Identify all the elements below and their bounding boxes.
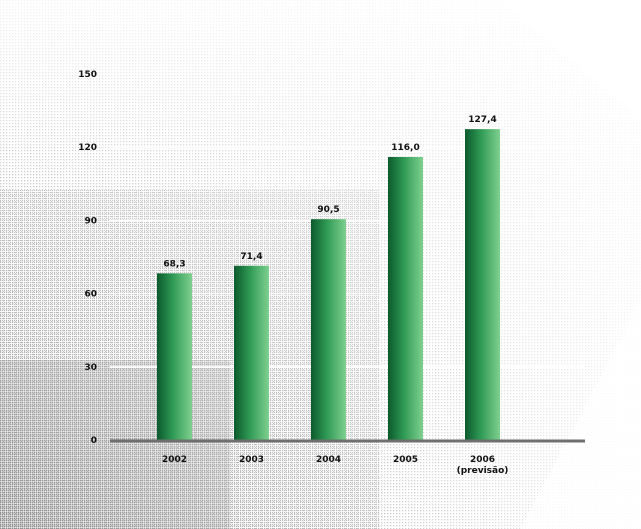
bars bbox=[157, 129, 500, 441]
y-tick-label: 150 bbox=[78, 70, 97, 80]
y-tick-label: 90 bbox=[84, 216, 97, 226]
x-tick-label: 2003 bbox=[239, 455, 264, 465]
bar bbox=[465, 129, 500, 441]
data-label: 116,0 bbox=[391, 143, 419, 153]
data-labels: 68,3 71,4 90,5 116,0 127,4 bbox=[163, 115, 496, 269]
bar bbox=[388, 156, 423, 440]
y-axis: 0 30 60 90 120 150 bbox=[78, 70, 97, 446]
bar bbox=[157, 273, 192, 440]
data-label: 68,3 bbox=[163, 259, 185, 269]
x-tick-label: 2002 bbox=[162, 455, 187, 465]
bar bbox=[311, 219, 346, 440]
bar bbox=[234, 265, 269, 440]
x-tick-label: 2005 bbox=[393, 455, 418, 465]
y-tick-label: 120 bbox=[78, 143, 97, 153]
data-label: 127,4 bbox=[468, 115, 496, 125]
x-tick-label: 2004 bbox=[316, 455, 341, 465]
x-tick-label: 2006 bbox=[470, 455, 495, 465]
x-tick-label: (previsão) bbox=[457, 466, 509, 476]
y-tick-label: 60 bbox=[84, 290, 97, 300]
data-label: 71,4 bbox=[240, 252, 262, 262]
y-tick-label: 30 bbox=[84, 363, 97, 373]
x-axis: 2002 2003 2004 2005 2006(previsão) bbox=[162, 455, 508, 476]
y-tick-label: 0 bbox=[91, 436, 97, 446]
data-label: 90,5 bbox=[317, 205, 339, 215]
